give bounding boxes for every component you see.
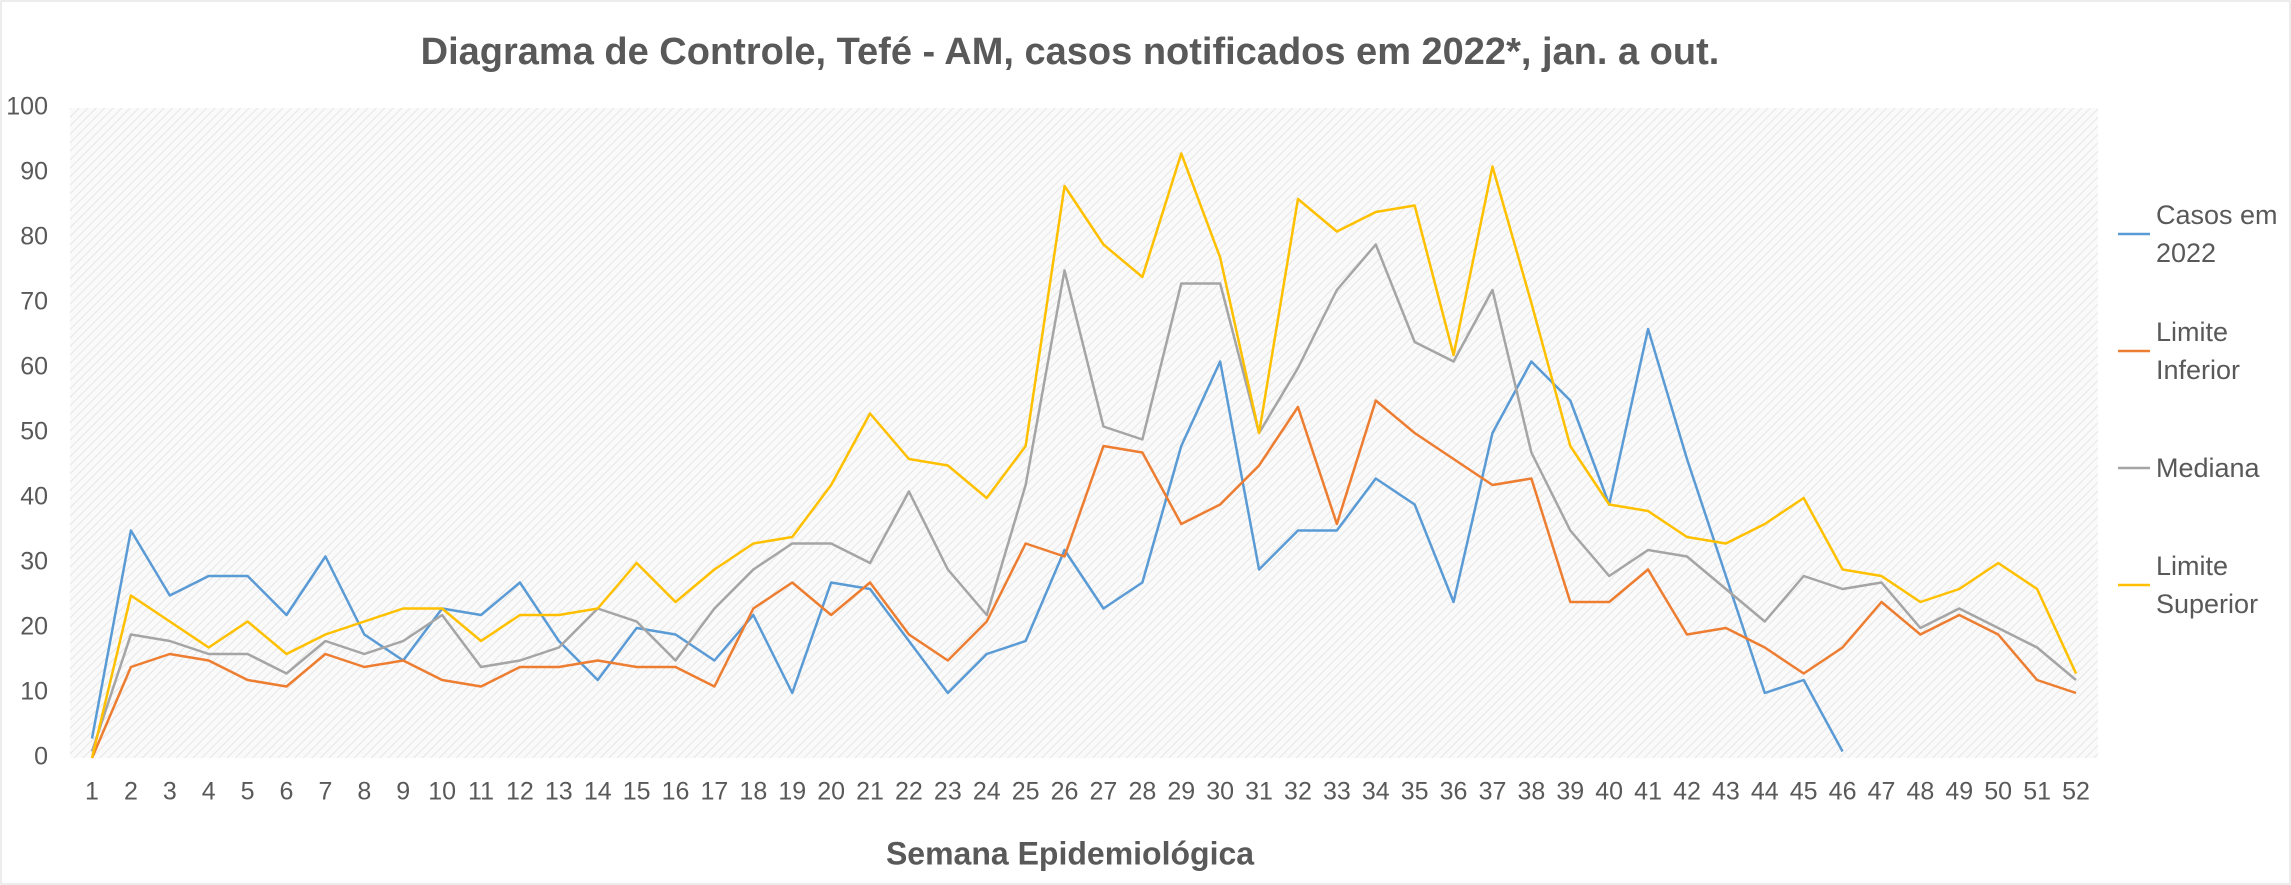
legend-label: Limite Superior xyxy=(2156,551,2259,619)
y-tick-label: 30 xyxy=(20,548,48,576)
chart-title: Diagrama de Controle, Tefé - AM, casos n… xyxy=(421,31,1720,73)
x-tick-label: 24 xyxy=(973,778,1001,806)
x-tick-label: 33 xyxy=(1323,778,1351,806)
x-tick-label: 47 xyxy=(1868,778,1896,806)
y-tick-label: 10 xyxy=(20,678,48,706)
x-tick-label: 14 xyxy=(584,778,612,806)
x-tick-label: 17 xyxy=(701,778,729,806)
x-tick-label: 48 xyxy=(1906,778,1934,806)
x-tick-label: 38 xyxy=(1517,778,1545,806)
x-tick-label: 49 xyxy=(1945,778,1973,806)
x-tick-label: 45 xyxy=(1790,778,1818,806)
x-tick-label: 5 xyxy=(241,778,255,806)
x-tick-label: 13 xyxy=(545,778,573,806)
legend-label: Mediana xyxy=(2156,453,2260,483)
x-tick-label: 44 xyxy=(1751,778,1779,806)
x-tick-label: 29 xyxy=(1167,778,1195,806)
legend-label: Limite Inferior xyxy=(2156,317,2241,385)
y-tick-label: 90 xyxy=(20,158,48,186)
x-tick-label: 4 xyxy=(202,778,216,806)
x-axis-label: Semana Epidemiológica xyxy=(886,835,1254,871)
y-tick-label: 0 xyxy=(34,743,48,771)
x-tick-label: 16 xyxy=(662,778,690,806)
x-tick-label: 10 xyxy=(428,778,456,806)
x-tick-label: 37 xyxy=(1479,778,1507,806)
x-tick-label: 43 xyxy=(1712,778,1740,806)
x-tick-label: 2 xyxy=(124,778,138,806)
y-tick-label: 20 xyxy=(20,613,48,641)
legend-label: Casos em 2022 xyxy=(2156,200,2278,268)
x-tick-label: 30 xyxy=(1206,778,1234,806)
x-tick-label: 27 xyxy=(1090,778,1118,806)
x-tick-label: 18 xyxy=(739,778,767,806)
x-tick-label: 20 xyxy=(817,778,845,806)
series-line xyxy=(90,152,2078,759)
x-tick-label: 7 xyxy=(318,778,332,806)
y-tick-label: 40 xyxy=(20,483,48,511)
x-tick-label: 8 xyxy=(357,778,371,806)
x-tick-label: 52 xyxy=(2062,778,2090,806)
y-tick-label: 50 xyxy=(20,418,48,446)
y-tick-label: 80 xyxy=(20,223,48,251)
x-tick-label: 25 xyxy=(1012,778,1040,806)
legend-item: Limite Superior xyxy=(2156,551,2259,619)
x-tick-label: 6 xyxy=(280,778,294,806)
x-tick-label: 41 xyxy=(1634,778,1662,806)
x-tick-label: 9 xyxy=(396,778,410,806)
x-tick-label: 35 xyxy=(1401,778,1429,806)
series-line xyxy=(90,243,2077,752)
x-tick-label: 26 xyxy=(1051,778,1079,806)
x-tick-label: 39 xyxy=(1556,778,1584,806)
x-tick-label: 22 xyxy=(895,778,923,806)
x-tick-label: 11 xyxy=(468,778,494,806)
series-line xyxy=(90,399,2077,759)
y-tick-label: 100 xyxy=(6,93,48,121)
x-tick-label: 46 xyxy=(1829,778,1857,806)
x-tick-label: 19 xyxy=(778,778,806,806)
x-tick-label: 15 xyxy=(623,778,651,806)
x-tick-label: 51 xyxy=(2023,778,2051,806)
x-tick-label: 31 xyxy=(1245,778,1273,806)
y-tick-label: 70 xyxy=(20,288,48,316)
x-tick-label: 40 xyxy=(1595,778,1623,806)
legend-item: Casos em 2022 xyxy=(2156,200,2278,268)
x-tick-label: 1 xyxy=(85,778,99,806)
y-tick-label: 60 xyxy=(20,353,48,381)
x-tick-label: 21 xyxy=(856,778,884,806)
x-tick-label: 50 xyxy=(1984,778,2012,806)
legend-item: Mediana xyxy=(2156,453,2260,483)
plot-area xyxy=(70,108,2098,758)
x-tick-label: 12 xyxy=(506,778,534,806)
x-tick-label: 32 xyxy=(1284,778,1312,806)
x-tick-label: 3 xyxy=(163,778,177,806)
x-tick-label: 28 xyxy=(1128,778,1156,806)
legend-item: Limite Inferior xyxy=(2156,317,2241,385)
x-tick-label: 36 xyxy=(1440,778,1468,806)
x-tick-label: 23 xyxy=(934,778,962,806)
x-tick-label: 42 xyxy=(1673,778,1701,806)
x-tick-label: 34 xyxy=(1362,778,1390,806)
